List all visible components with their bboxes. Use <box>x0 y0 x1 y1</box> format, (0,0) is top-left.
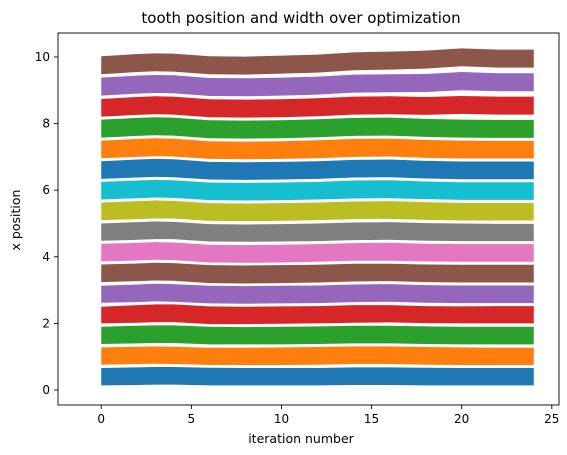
y-tick-label: 8 <box>42 117 50 131</box>
y-tick-label: 4 <box>42 250 50 264</box>
tooth-band-1 <box>101 367 534 386</box>
tooth-band-5 <box>101 283 534 304</box>
x-tick-label: 15 <box>364 412 379 426</box>
chart-title: tooth position and width over optimizati… <box>141 9 460 27</box>
tooth-band-12 <box>101 138 534 160</box>
y-tick-label: 6 <box>42 183 50 197</box>
y-tick-label: 10 <box>35 50 50 64</box>
tooth-band-11 <box>101 158 534 180</box>
tooth-band-16 <box>101 48 534 75</box>
y-tick-label: 0 <box>42 383 50 397</box>
plot-area-frame <box>57 32 560 406</box>
tooth-band-9 <box>101 200 534 222</box>
tooth-band-10 <box>101 179 534 201</box>
x-tick-label: 20 <box>454 412 469 426</box>
x-axis-label: iteration number <box>248 431 354 446</box>
tooth-band-2 <box>101 346 534 366</box>
bands-group <box>101 48 534 386</box>
x-tick-label: 5 <box>188 412 196 426</box>
tooth-band-15 <box>101 71 534 97</box>
tooth-band-4 <box>101 304 534 325</box>
tooth-band-7 <box>101 242 534 263</box>
y-axis-label: x position <box>8 190 23 251</box>
x-axis-ticks: 0 5 10 15 20 25 <box>97 405 559 426</box>
x-tick-label: 10 <box>274 412 289 426</box>
tooth-band-6 <box>101 262 534 284</box>
x-tick-label: 25 <box>544 412 559 426</box>
tooth-band-3 <box>101 325 534 345</box>
tooth-band-14 <box>101 95 534 118</box>
y-axis-ticks: 0 2 4 6 8 10 <box>35 50 58 397</box>
y-tick-label: 2 <box>42 316 50 330</box>
x-tick-label: 0 <box>97 412 105 426</box>
tooth-band-8 <box>101 221 534 242</box>
tooth-band-13 <box>101 117 534 139</box>
